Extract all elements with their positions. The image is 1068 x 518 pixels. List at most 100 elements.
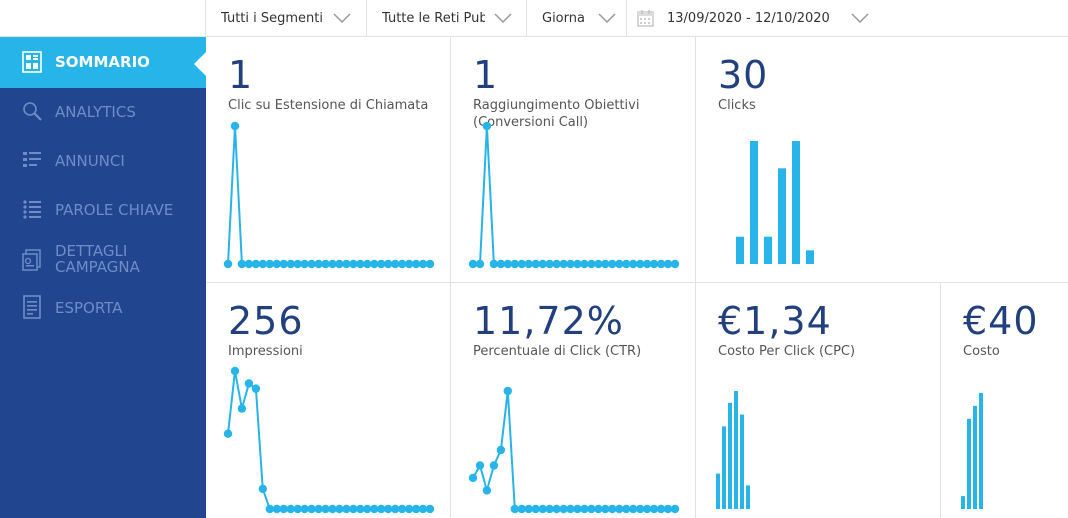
granularity-dropdown-label: Giorna: [542, 11, 585, 26]
segment-dropdown-label: Tutti i Segmenti: [221, 11, 324, 26]
data-point: [601, 504, 610, 514]
data-point: [468, 473, 478, 483]
sidebar-item-label: SOMMARIO: [55, 53, 150, 71]
ads-list-icon: [22, 150, 42, 170]
bar: [722, 426, 726, 509]
data-point: [335, 259, 344, 269]
metric-bar-chart: [736, 141, 814, 264]
data-point: [391, 504, 400, 514]
bar: [734, 391, 738, 509]
data-point: [251, 259, 261, 269]
metric-label: Raggiungimento Obiettivi (Conversioni Cal…: [473, 97, 693, 131]
sidebar-item-label: ESPORTA: [55, 299, 123, 317]
data-point: [517, 504, 526, 514]
data-point: [615, 504, 624, 514]
data-point: [391, 259, 400, 269]
metric-value: 1: [473, 53, 499, 97]
sidebar-item-label: ANNUNCI: [55, 152, 125, 170]
metric-card-clicks: 30 Clicks: [696, 37, 1068, 283]
metric-value: 256: [228, 299, 304, 343]
sidebar-item-label-line1: DETTAGLI: [55, 242, 128, 260]
network-dropdown[interactable]: Tutte le Reti Pub: [366, 0, 526, 37]
data-point: [580, 504, 589, 514]
data-point: [496, 445, 506, 455]
data-point: [307, 504, 316, 514]
data-point: [377, 504, 386, 514]
sidebar-item-dettagli-campagna[interactable]: DETTAGLI CAMPAGNA: [0, 235, 206, 285]
data-point: [384, 259, 393, 269]
data-point: [404, 259, 414, 269]
data-point: [293, 504, 302, 514]
data-point: [601, 259, 610, 269]
data-point: [670, 504, 680, 514]
data-point: [615, 259, 624, 269]
data-point: [482, 121, 492, 131]
magnifier-icon: [22, 101, 42, 121]
sidebar-item-label: ANALYTICS: [55, 103, 136, 121]
data-point: [656, 504, 666, 514]
data-point: [321, 504, 330, 514]
data-point: [244, 379, 254, 388]
data-point: [594, 504, 603, 514]
sidebar-item-analytics[interactable]: ANALYTICS: [0, 88, 206, 137]
data-point: [559, 504, 568, 514]
bar: [736, 236, 744, 264]
data-point: [663, 259, 673, 269]
data-point: [286, 504, 295, 514]
chevron-down-icon: [851, 12, 869, 24]
active-indicator: [194, 52, 206, 76]
data-point: [489, 461, 499, 470]
data-point: [670, 259, 680, 269]
data-point: [636, 504, 645, 514]
data-point: [482, 486, 492, 495]
data-point: [265, 259, 274, 269]
data-point: [307, 259, 316, 269]
data-point: [649, 259, 659, 269]
data-point: [258, 259, 267, 269]
data-point: [524, 259, 533, 269]
data-point: [468, 259, 478, 269]
data-point: [342, 259, 351, 269]
data-point: [642, 259, 652, 269]
metric-card-cpc: €1,34 Costo Per Click (CPC): [696, 283, 941, 518]
granularity-dropdown[interactable]: Giorna: [526, 0, 626, 37]
data-point: [370, 504, 379, 514]
bar: [728, 402, 732, 509]
metric-label-line2: (Conversioni Call): [473, 115, 589, 130]
data-point: [503, 259, 512, 269]
bar: [979, 393, 983, 509]
data-point: [418, 259, 428, 269]
data-point: [370, 259, 379, 269]
data-point: [587, 259, 596, 269]
sidebar-item-esporta[interactable]: ESPORTA: [0, 285, 206, 333]
data-point: [300, 259, 309, 269]
sidebar-item-label: PAROLE CHIAVE: [55, 201, 174, 219]
data-point: [649, 504, 659, 514]
sidebar: SOMMARIO ANALYTICS ANNUNCI PAROLE CHIAVE…: [0, 37, 206, 518]
data-point: [237, 259, 247, 269]
data-point: [363, 504, 372, 514]
data-point: [335, 504, 344, 514]
bar: [764, 236, 772, 264]
sidebar-item-sommario[interactable]: SOMMARIO: [0, 37, 206, 88]
sidebar-item-annunci[interactable]: ANNUNCI: [0, 137, 206, 186]
bar: [961, 496, 965, 509]
metric-card-impressions: 256 Impressioni: [206, 283, 451, 518]
series-line: [473, 125, 675, 265]
data-point: [425, 259, 435, 269]
segment-dropdown[interactable]: Tutti i Segmenti: [205, 0, 366, 37]
data-point: [230, 121, 240, 131]
data-point: [223, 429, 233, 438]
data-point: [580, 259, 589, 269]
data-point: [552, 259, 561, 269]
data-point: [265, 504, 274, 514]
data-point: [538, 504, 547, 514]
data-point: [258, 484, 267, 494]
date-range-picker[interactable]: 13/09/2020 - 12/10/2020: [626, 0, 1068, 37]
metric-label: Costo: [963, 344, 1000, 359]
data-point: [293, 259, 302, 269]
metric-card-goal-conversions: 1 Raggiungimento Obiettivi (Conversioni C…: [451, 37, 696, 283]
sidebar-item-parole-chiave[interactable]: PAROLE CHIAVE: [0, 186, 206, 235]
data-point: [656, 259, 666, 269]
data-point: [489, 259, 499, 269]
